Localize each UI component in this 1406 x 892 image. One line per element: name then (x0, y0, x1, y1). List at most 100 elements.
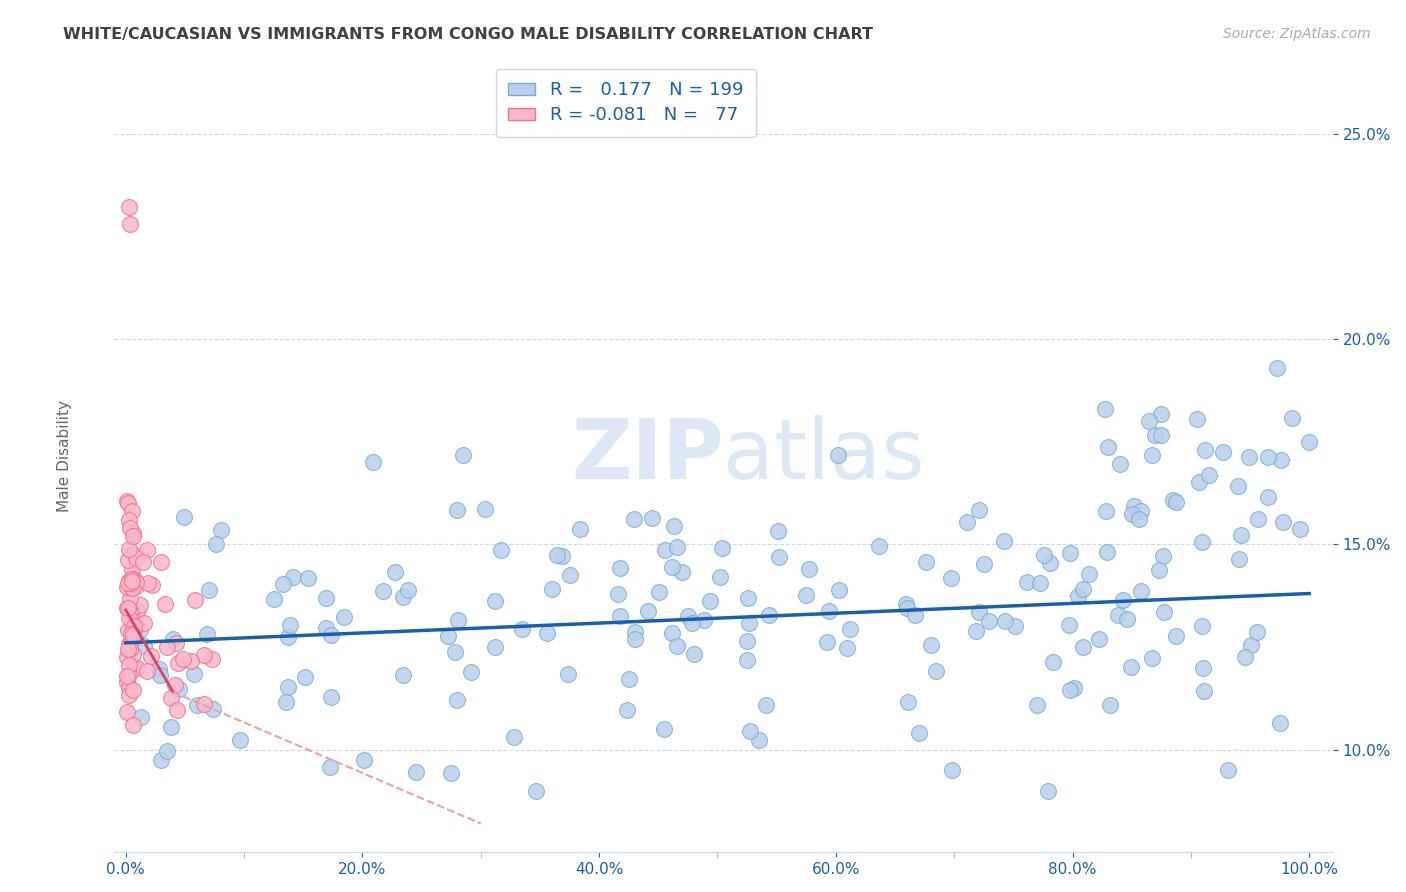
Point (353, 753, 375, 767)
Point (118, 542, 141, 557)
Point (815, 635, 838, 649)
Legend: R =   0.177   N = 199, R = -0.081   N =   77: R = 0.177 N = 199, R = -0.081 N = 77 (496, 69, 756, 137)
Point (1153, 605, 1175, 619)
Point (1095, 504, 1118, 518)
Point (118, 658, 141, 673)
Point (281, 569, 304, 583)
Point (436, 629, 458, 643)
Point (277, 630, 299, 644)
Point (118, 601, 141, 615)
Point (1071, 582, 1094, 597)
Point (205, 537, 228, 551)
Point (132, 555, 155, 569)
Point (1192, 684, 1215, 698)
Point (115, 668, 138, 682)
Point (121, 562, 143, 576)
Point (117, 553, 139, 567)
Point (278, 617, 301, 632)
Point (315, 591, 337, 605)
Point (1229, 527, 1251, 541)
Point (121, 574, 143, 588)
Point (166, 656, 188, 670)
Point (1094, 402, 1116, 417)
Point (1212, 444, 1234, 458)
Point (661, 626, 683, 640)
Point (616, 703, 638, 717)
Point (263, 592, 285, 607)
Point (122, 525, 145, 540)
Point (277, 680, 299, 694)
Point (1239, 639, 1261, 653)
Point (117, 575, 139, 590)
Point (361, 454, 384, 468)
Text: Source: ZipAtlas.com: Source: ZipAtlas.com (1223, 27, 1371, 41)
Point (118, 667, 141, 681)
Point (1150, 408, 1173, 422)
Point (838, 622, 860, 636)
Point (1152, 549, 1174, 563)
Point (474, 501, 496, 516)
Point (1098, 698, 1121, 712)
Point (202, 702, 225, 716)
Point (524, 783, 547, 797)
Point (229, 732, 252, 747)
Point (1039, 556, 1062, 570)
Point (748, 733, 770, 747)
Point (1077, 566, 1099, 581)
Point (737, 633, 759, 648)
Point (617, 672, 640, 686)
Point (607, 587, 630, 601)
Point (195, 627, 218, 641)
Point (122, 619, 145, 633)
Point (894, 597, 917, 611)
Point (186, 698, 208, 712)
Point (624, 624, 647, 639)
Point (149, 667, 172, 681)
Point (1166, 629, 1188, 643)
Point (193, 697, 215, 711)
Point (156, 640, 179, 654)
Point (921, 639, 943, 653)
Point (121, 619, 143, 633)
Point (371, 584, 394, 599)
Point (967, 502, 990, 516)
Point (129, 709, 152, 723)
Point (1059, 683, 1081, 698)
Point (392, 668, 415, 682)
Point (1017, 575, 1039, 590)
Point (319, 628, 342, 642)
Point (1191, 534, 1213, 549)
Point (1097, 440, 1119, 454)
Point (1198, 467, 1220, 482)
Point (994, 614, 1017, 628)
Point (546, 548, 568, 562)
Point (134, 616, 156, 631)
Point (709, 570, 731, 584)
Point (211, 523, 233, 537)
Point (117, 637, 139, 651)
Point (1025, 698, 1047, 713)
Point (965, 624, 987, 638)
Point (536, 625, 558, 640)
Point (973, 558, 995, 572)
Point (868, 540, 890, 554)
Point (120, 604, 142, 618)
Point (166, 703, 188, 717)
Point (551, 549, 574, 564)
Point (1033, 549, 1056, 563)
Point (118, 681, 141, 695)
Point (271, 577, 294, 591)
Point (122, 659, 145, 673)
Point (541, 582, 564, 596)
Point (1139, 414, 1161, 428)
Point (737, 591, 759, 605)
Point (180, 654, 202, 668)
Point (637, 604, 659, 618)
Point (925, 664, 948, 678)
Point (1004, 619, 1026, 633)
Point (662, 519, 685, 533)
Point (165, 636, 187, 650)
Point (1036, 783, 1059, 797)
Point (1095, 545, 1118, 559)
Point (440, 766, 463, 780)
